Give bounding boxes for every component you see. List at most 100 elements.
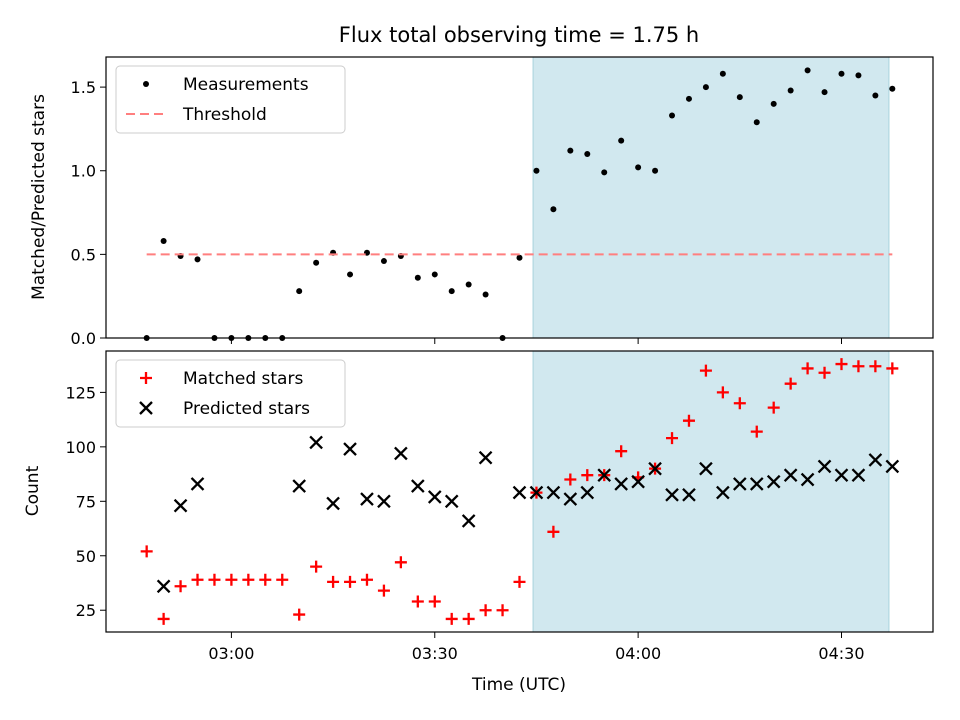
matched-star-point <box>581 469 594 482</box>
measurement-point <box>652 167 659 174</box>
measurement-point <box>702 84 709 91</box>
predicted-star-point <box>360 492 374 506</box>
matched-star-point <box>225 573 238 586</box>
y-tick-label: 1.0 <box>71 162 96 181</box>
predicted-star-point <box>529 485 544 500</box>
legend-label: Predicted stars <box>183 399 310 419</box>
legend-measurement-swatch <box>143 81 149 87</box>
predicted-star-point <box>665 487 679 502</box>
predicted-star-point <box>716 485 730 500</box>
top-y-axis-label: Matched/Predicted stars <box>29 94 49 300</box>
measurement-point <box>567 147 574 154</box>
predicted-star-point <box>190 477 205 491</box>
measurement-point <box>889 85 896 92</box>
highlight-span <box>532 350 890 633</box>
matched-star-point <box>479 604 492 617</box>
legend-box <box>115 359 346 428</box>
legend-label: Threshold <box>182 105 267 125</box>
matched-star-point <box>140 545 153 558</box>
predicted-star-point <box>563 492 578 506</box>
matched-star-point <box>564 473 577 486</box>
predicted-star-point <box>631 474 645 489</box>
measurement-point <box>533 167 540 174</box>
legend: Matched stars Predicted stars <box>115 359 346 428</box>
predicted-star-point <box>444 494 459 509</box>
matched-star-point <box>242 573 255 586</box>
predicted-star-point <box>732 477 747 491</box>
predicted-star-point <box>885 459 900 474</box>
predicted-star-point <box>699 461 713 476</box>
predicted-star-point <box>597 468 612 482</box>
matched-star-point <box>767 401 780 414</box>
matched-star-point <box>174 580 187 593</box>
matched-star-point <box>344 575 357 588</box>
legend-matched-swatch <box>140 372 152 384</box>
measurement-point <box>804 67 811 74</box>
measurement-point <box>618 137 625 144</box>
measurement-point <box>448 288 455 295</box>
matched-star-point <box>377 584 390 597</box>
measurement-point <box>584 151 591 158</box>
highlight-span <box>532 56 890 339</box>
predicted-star-point <box>546 485 561 500</box>
matched-star-point <box>750 425 763 438</box>
predicted-star-point <box>377 494 391 509</box>
matched-star-point <box>428 595 441 608</box>
bottom-y-axis-label: Count <box>23 465 43 516</box>
predicted-star-point <box>156 579 171 594</box>
predicted-star-point <box>343 442 357 456</box>
matched-star-point <box>547 525 560 538</box>
predicted-star-point <box>614 477 628 491</box>
matched-star-point <box>699 364 712 377</box>
y-tick-label: 125 <box>65 383 96 402</box>
x-tick-label: 04:00 <box>615 644 661 663</box>
matched-star-point <box>259 573 272 586</box>
y-tick-label: 25 <box>76 601 96 620</box>
measurement-point <box>685 95 692 102</box>
predicted-star-point <box>309 435 323 450</box>
measurement-point <box>194 256 201 263</box>
axes-frame <box>105 350 934 633</box>
matched-star-point <box>208 573 221 586</box>
predicted-star-point <box>411 479 425 493</box>
matched-star-point <box>411 595 424 608</box>
matched-star-point <box>716 386 729 399</box>
measurement-point <box>821 89 828 96</box>
matched-star-point <box>869 360 882 373</box>
matched-star-point <box>496 604 509 617</box>
matched-star-point <box>733 397 746 410</box>
y-tick-label: 0.0 <box>71 329 96 348</box>
matched-star-point <box>191 573 204 586</box>
matched-star-point <box>852 360 865 373</box>
predicted-star-point <box>580 485 595 500</box>
x-tick-label: 03:30 <box>412 644 458 663</box>
y-tick-label: 50 <box>76 547 96 566</box>
predicted-star-point <box>512 485 527 500</box>
chart-title: Flux total observing time = 1.75 h <box>339 23 699 47</box>
legend-box <box>115 65 346 134</box>
measurement-point <box>482 291 489 298</box>
measurement-point <box>872 92 879 99</box>
matched-star-point <box>666 432 679 445</box>
predicted-star-point <box>817 459 832 474</box>
predicted-star-point <box>394 446 408 461</box>
predicted-star-point <box>766 474 781 489</box>
legend-label: Matched stars <box>183 369 303 389</box>
measurement-point <box>160 237 167 244</box>
predicted-star-point <box>749 477 764 491</box>
predicted-star-point <box>326 496 340 511</box>
bottom-panel: 25 50 75 100 125 03:00 03:30 04:00 04:30 Matched … <box>65 350 934 663</box>
measurement-point <box>313 259 320 266</box>
y-tick-label: 1.5 <box>71 78 96 97</box>
matched-star-point <box>886 362 899 375</box>
predicted-star-point <box>292 479 307 493</box>
matched-star-point <box>293 608 306 621</box>
predicted-star-point <box>834 468 849 482</box>
matched-star-point <box>682 414 695 427</box>
y-tick-label: 100 <box>65 438 96 457</box>
measurement-point <box>465 281 472 288</box>
x-tick-label: 03:00 <box>208 644 254 663</box>
measurement-point <box>296 288 303 295</box>
measurement-point <box>635 164 642 171</box>
matched-star-point <box>327 575 340 588</box>
